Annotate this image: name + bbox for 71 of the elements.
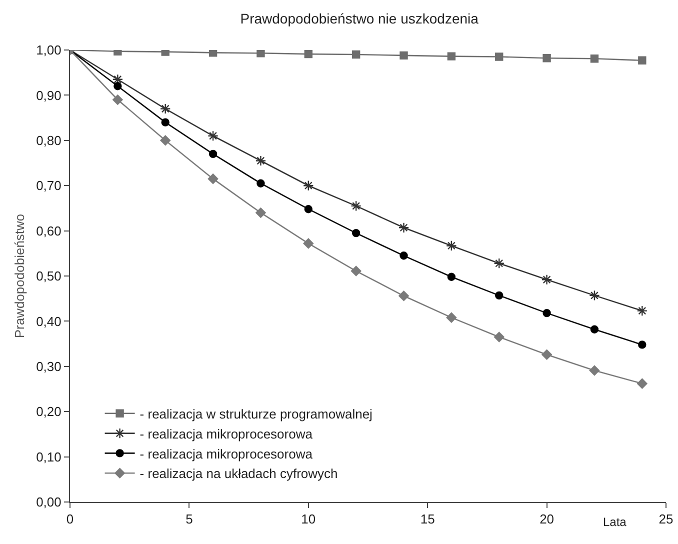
x-tick-label: 25 [658, 512, 674, 527]
point [352, 50, 360, 59]
chart-title: Prawdopodobieństwo nie uszkodzenia [240, 10, 479, 26]
point [495, 291, 504, 300]
x-tick-label: 5 [186, 512, 193, 527]
y-axis-title: Prawdopodobieństwo [12, 214, 28, 338]
point [352, 228, 360, 238]
x-tick-label: 15 [420, 512, 435, 527]
point [256, 208, 266, 218]
point [400, 51, 408, 60]
point [304, 205, 312, 214]
point [303, 180, 314, 191]
y-tick-label: 0,40 [36, 314, 62, 329]
point [542, 308, 551, 318]
point [590, 325, 599, 334]
point [590, 54, 599, 63]
point [589, 290, 600, 301]
x-tick-label: 10 [301, 512, 316, 527]
point [446, 240, 457, 252]
point [112, 94, 123, 105]
point [638, 340, 646, 349]
legend-label: - realizacja mikroprocesorowa [140, 446, 314, 462]
point [494, 332, 504, 342]
point [208, 174, 218, 184]
point [350, 200, 362, 212]
point [208, 150, 218, 158]
x-axis-title: Lata [603, 515, 627, 529]
point [256, 179, 265, 188]
point [637, 378, 648, 389]
point [589, 365, 600, 376]
y-tick-label: 0,30 [36, 358, 62, 374]
y-tick-label: 0,10 [36, 449, 62, 464]
point [350, 266, 362, 276]
point [446, 312, 457, 323]
point [114, 82, 122, 90]
point [398, 290, 409, 302]
point [303, 238, 314, 249]
point [208, 50, 218, 57]
point [255, 155, 266, 166]
y-tick-label: 0,80 [36, 132, 62, 148]
point [112, 74, 124, 85]
point [638, 56, 646, 64]
point [542, 350, 552, 360]
legend-label: - realizacja w strukturze programowalnej [140, 406, 373, 422]
legend-label: - realizacja mikroprocesorowa [140, 426, 314, 442]
y-tick-label: 0,70 [36, 178, 62, 194]
y-tick-label: 0,00 [36, 494, 62, 510]
point [447, 52, 456, 60]
point [256, 50, 265, 58]
point [160, 103, 171, 114]
point [495, 52, 504, 61]
x-tick-label: 20 [540, 512, 554, 527]
y-tick-label: 0,50 [36, 268, 62, 284]
point [208, 130, 218, 142]
point [636, 305, 648, 316]
point [542, 54, 551, 62]
point [161, 118, 170, 126]
y-tick-label: 0,20 [36, 404, 62, 420]
point [160, 135, 171, 146]
point [400, 252, 408, 260]
point [541, 274, 552, 286]
point [447, 272, 456, 281]
legend-label: - realizacja na układach cyfrowych [140, 466, 338, 482]
y-tick-label: 1,00 [36, 42, 62, 58]
point [304, 50, 312, 58]
point [494, 258, 505, 269]
y-tick-label: 0,90 [36, 88, 62, 103]
point [398, 222, 410, 234]
y-tick-label: 0,60 [36, 223, 62, 238]
point [161, 50, 170, 56]
x-tick-label: 0 [66, 512, 74, 527]
